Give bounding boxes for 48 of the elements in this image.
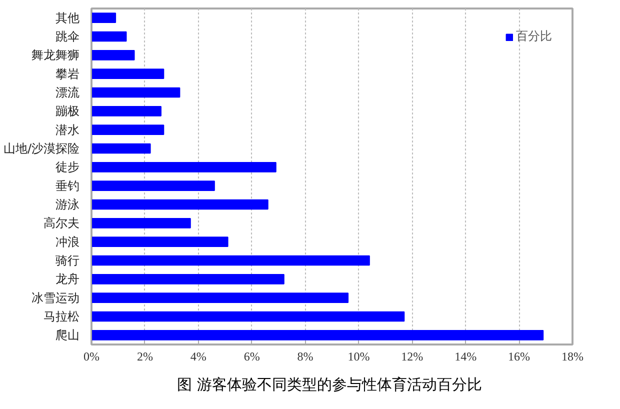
bar <box>92 180 215 191</box>
x-tick-label: 8% <box>297 350 314 364</box>
bar <box>92 31 127 42</box>
y-tick-label: 冲浪 <box>56 234 80 249</box>
bar <box>92 68 164 79</box>
legend-label: 百分比 <box>516 28 552 45</box>
bar <box>92 255 370 266</box>
bar <box>92 218 191 228</box>
x-tick-label: 12% <box>401 350 424 364</box>
y-tick-label: 山地/沙漠探险 <box>3 142 80 156</box>
y-tick-label: 潜水 <box>56 122 80 137</box>
x-tick-label: 0% <box>84 350 100 364</box>
y-tick-label: 徒步 <box>56 160 80 174</box>
x-tick-label: 4% <box>190 350 206 364</box>
bar <box>92 274 284 284</box>
y-tick-label: 舞龙舞狮 <box>32 48 80 62</box>
x-tick-label: 14% <box>454 350 477 364</box>
bar <box>92 50 135 60</box>
y-tick-label: 漂流 <box>56 86 80 100</box>
x-tick-label: 16% <box>508 350 530 364</box>
y-tick-label: 冰雪运动 <box>32 290 80 305</box>
x-tick-label: 18% <box>562 350 584 364</box>
y-tick-label: 龙舟 <box>56 272 80 286</box>
x-tick-label: 10% <box>348 350 370 364</box>
bar <box>92 236 228 247</box>
y-tick-label: 其他 <box>56 10 80 25</box>
y-tick-label: 攀岩 <box>56 66 80 81</box>
y-tick-label: 垂钓 <box>56 178 80 193</box>
y-tick-label: 马拉松 <box>44 310 80 324</box>
bar <box>92 143 151 154</box>
y-tick-label: 高尔夫 <box>44 216 80 230</box>
y-tick-label: 游泳 <box>56 198 80 212</box>
bar <box>92 12 116 23</box>
x-tick-label: 6% <box>244 350 260 364</box>
bar <box>92 106 162 116</box>
bar <box>92 199 268 210</box>
text: 图 游客体验不同类型的参与性体育活动百分比 <box>177 376 482 394</box>
x-tick-label: 2% <box>136 350 153 364</box>
y-tick-label: 跳伞 <box>56 30 80 44</box>
bar <box>92 311 405 322</box>
y-tick-label: 爬山 <box>56 328 80 342</box>
bar <box>92 330 544 340</box>
y-tick-label: 蹦极 <box>56 104 80 118</box>
y-tick-label: 骑行 <box>56 254 80 268</box>
bar <box>92 162 276 172</box>
bar <box>92 292 349 303</box>
bar <box>92 87 180 98</box>
bar <box>92 124 164 135</box>
